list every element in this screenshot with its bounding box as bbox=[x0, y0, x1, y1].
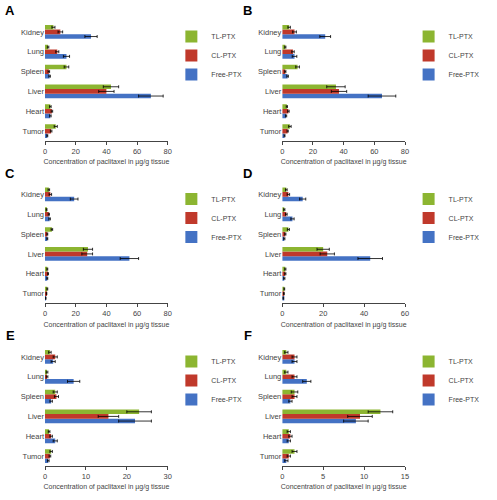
svg-text:Lung: Lung bbox=[27, 47, 44, 56]
svg-text:Tumor: Tumor bbox=[260, 452, 282, 461]
svg-text:20: 20 bbox=[123, 472, 131, 481]
svg-text:CL-PTX: CL-PTX bbox=[449, 215, 474, 222]
svg-text:E: E bbox=[6, 328, 15, 343]
svg-text:TL-PTX: TL-PTX bbox=[211, 33, 235, 40]
svg-text:80: 80 bbox=[401, 147, 409, 156]
svg-text:20: 20 bbox=[72, 147, 80, 156]
svg-text:Free-PTX: Free-PTX bbox=[449, 71, 480, 78]
svg-text:CL-PTX: CL-PTX bbox=[211, 52, 236, 59]
svg-text:Free-PTX: Free-PTX bbox=[211, 234, 242, 241]
svg-text:C: C bbox=[5, 166, 15, 181]
svg-text:Concentration of paclitaxel in: Concentration of paclitaxel in µg/g tiss… bbox=[281, 321, 407, 329]
svg-text:30: 30 bbox=[164, 472, 172, 481]
svg-text:Heart: Heart bbox=[26, 269, 45, 278]
svg-text:TL-PTX: TL-PTX bbox=[449, 33, 473, 40]
svg-text:Heart: Heart bbox=[263, 269, 282, 278]
svg-text:Tumor: Tumor bbox=[23, 289, 45, 298]
svg-text:Concentration of paclitaxel in: Concentration of paclitaxel in µg/g tiss… bbox=[281, 483, 407, 491]
svg-text:Heart: Heart bbox=[263, 432, 282, 441]
svg-text:Liver: Liver bbox=[265, 250, 282, 259]
svg-text:TL-PTX: TL-PTX bbox=[211, 358, 235, 365]
svg-text:CL-PTX: CL-PTX bbox=[211, 377, 236, 384]
svg-text:0: 0 bbox=[280, 147, 284, 156]
svg-text:0: 0 bbox=[43, 147, 47, 156]
svg-text:40: 40 bbox=[360, 309, 368, 318]
svg-text:Lung: Lung bbox=[27, 372, 44, 381]
svg-text:Free-PTX: Free-PTX bbox=[211, 396, 242, 403]
svg-text:Heart: Heart bbox=[26, 107, 45, 116]
svg-text:Tumor: Tumor bbox=[23, 127, 45, 136]
svg-text:TL-PTX: TL-PTX bbox=[211, 196, 235, 203]
svg-text:40: 40 bbox=[339, 147, 347, 156]
svg-text:Free-PTX: Free-PTX bbox=[211, 71, 242, 78]
svg-text:Liver: Liver bbox=[28, 87, 45, 96]
svg-text:60: 60 bbox=[370, 147, 378, 156]
svg-text:20: 20 bbox=[319, 309, 327, 318]
svg-text:TL-PTX: TL-PTX bbox=[449, 196, 473, 203]
svg-text:Kidney: Kidney bbox=[258, 28, 281, 37]
svg-text:Liver: Liver bbox=[28, 412, 45, 421]
svg-text:0: 0 bbox=[280, 309, 284, 318]
svg-text:10: 10 bbox=[82, 472, 90, 481]
svg-text:Spleen: Spleen bbox=[21, 67, 44, 76]
svg-text:20: 20 bbox=[309, 147, 317, 156]
svg-text:Liver: Liver bbox=[28, 250, 45, 259]
svg-text:Kidney: Kidney bbox=[21, 353, 44, 362]
svg-text:TL-PTX: TL-PTX bbox=[449, 358, 473, 365]
svg-text:Spleen: Spleen bbox=[258, 67, 281, 76]
svg-text:15: 15 bbox=[401, 472, 409, 481]
svg-text:60: 60 bbox=[401, 309, 409, 318]
svg-text:Liver: Liver bbox=[265, 87, 282, 96]
svg-text:Concentration of paclitaxel in: Concentration of paclitaxel in µg/g tiss… bbox=[43, 321, 169, 329]
svg-text:A: A bbox=[5, 3, 15, 18]
svg-text:0: 0 bbox=[43, 472, 47, 481]
svg-text:CL-PTX: CL-PTX bbox=[449, 377, 474, 384]
svg-text:F: F bbox=[244, 328, 252, 343]
svg-text:Tumor: Tumor bbox=[260, 289, 282, 298]
svg-text:Spleen: Spleen bbox=[21, 230, 44, 239]
svg-text:80: 80 bbox=[164, 309, 172, 318]
svg-text:Tumor: Tumor bbox=[260, 127, 282, 136]
svg-text:Concentration of paclitaxel in: Concentration of paclitaxel in µg/g tiss… bbox=[43, 483, 169, 491]
svg-text:Spleen: Spleen bbox=[21, 392, 44, 401]
svg-text:Tumor: Tumor bbox=[23, 452, 45, 461]
svg-text:Spleen: Spleen bbox=[258, 392, 281, 401]
svg-text:CL-PTX: CL-PTX bbox=[449, 52, 474, 59]
svg-text:Liver: Liver bbox=[265, 412, 282, 421]
svg-text:Free-PTX: Free-PTX bbox=[449, 396, 480, 403]
svg-text:Kidney: Kidney bbox=[258, 190, 281, 199]
svg-text:60: 60 bbox=[133, 309, 141, 318]
svg-text:Lung: Lung bbox=[265, 47, 282, 56]
svg-text:5: 5 bbox=[321, 472, 325, 481]
svg-text:Kidney: Kidney bbox=[21, 190, 44, 199]
svg-text:B: B bbox=[243, 3, 252, 18]
svg-text:0: 0 bbox=[43, 309, 47, 318]
svg-text:Heart: Heart bbox=[26, 432, 45, 441]
svg-text:Lung: Lung bbox=[27, 210, 44, 219]
svg-text:Concentration of paclitaxel in: Concentration of paclitaxel in µg/g tiss… bbox=[43, 158, 169, 166]
svg-text:D: D bbox=[243, 166, 252, 181]
svg-text:20: 20 bbox=[72, 309, 80, 318]
svg-text:40: 40 bbox=[102, 309, 110, 318]
svg-text:80: 80 bbox=[164, 147, 172, 156]
svg-text:Lung: Lung bbox=[265, 372, 282, 381]
svg-text:Spleen: Spleen bbox=[258, 230, 281, 239]
svg-text:Heart: Heart bbox=[263, 107, 282, 116]
svg-text:CL-PTX: CL-PTX bbox=[211, 215, 236, 222]
svg-text:Concentration of paclitaxel in: Concentration of paclitaxel in µg/g tiss… bbox=[281, 158, 407, 166]
svg-text:Kidney: Kidney bbox=[21, 28, 44, 37]
svg-text:60: 60 bbox=[133, 147, 141, 156]
svg-text:Kidney: Kidney bbox=[258, 353, 281, 362]
svg-text:0: 0 bbox=[280, 472, 284, 481]
svg-text:10: 10 bbox=[360, 472, 368, 481]
svg-text:40: 40 bbox=[102, 147, 110, 156]
svg-text:Free-PTX: Free-PTX bbox=[449, 234, 480, 241]
svg-text:Lung: Lung bbox=[265, 210, 282, 219]
